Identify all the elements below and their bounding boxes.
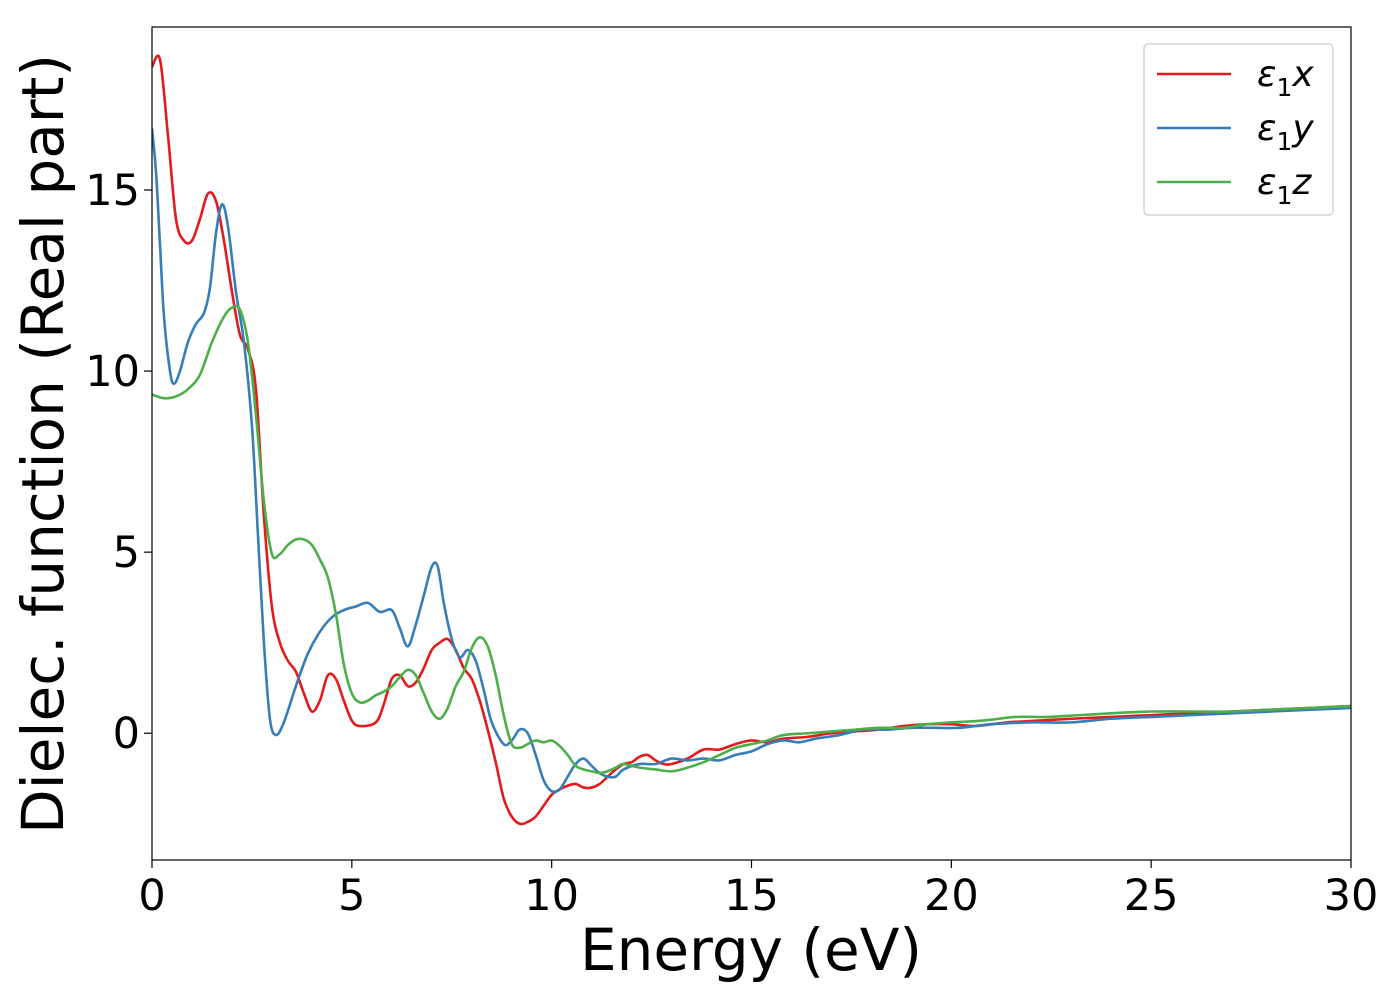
y-axis-ticks: 0 5 10 15 (85, 166, 152, 759)
y-tick-label: 15 (85, 166, 140, 216)
x-tick-label: 25 (1124, 871, 1179, 921)
y-tick-label: 0 (113, 709, 140, 759)
x-tick-label: 0 (138, 871, 165, 921)
x-tick-label: 5 (338, 871, 365, 921)
x-tick-label: 15 (724, 871, 779, 921)
legend-item-y: ε1y (1157, 108, 1314, 156)
legend-label: ε1x (1257, 54, 1314, 102)
x-axis-ticks: 0 5 10 15 20 25 30 (138, 860, 1378, 921)
x-tick-label: 30 (1324, 871, 1379, 921)
x-tick-label: 10 (524, 871, 579, 921)
y-axis-label: Dielec. function (Real part) (9, 54, 77, 834)
legend-box (1143, 43, 1334, 216)
legend-label: ε1z (1257, 162, 1312, 210)
x-axis-label: Energy (eV) (580, 916, 922, 984)
y-tick-label: 5 (113, 528, 140, 578)
x-tick-label: 20 (924, 871, 979, 921)
plot-lines (152, 54, 1351, 826)
legend-item-z: ε1z (1157, 162, 1312, 210)
y-tick-label: 10 (85, 347, 140, 397)
series-line-z (152, 304, 1351, 775)
legend-label: ε1y (1257, 108, 1314, 156)
legend: ε1x ε1y ε1z (1143, 43, 1334, 216)
legend-item-x: ε1x (1157, 54, 1314, 102)
